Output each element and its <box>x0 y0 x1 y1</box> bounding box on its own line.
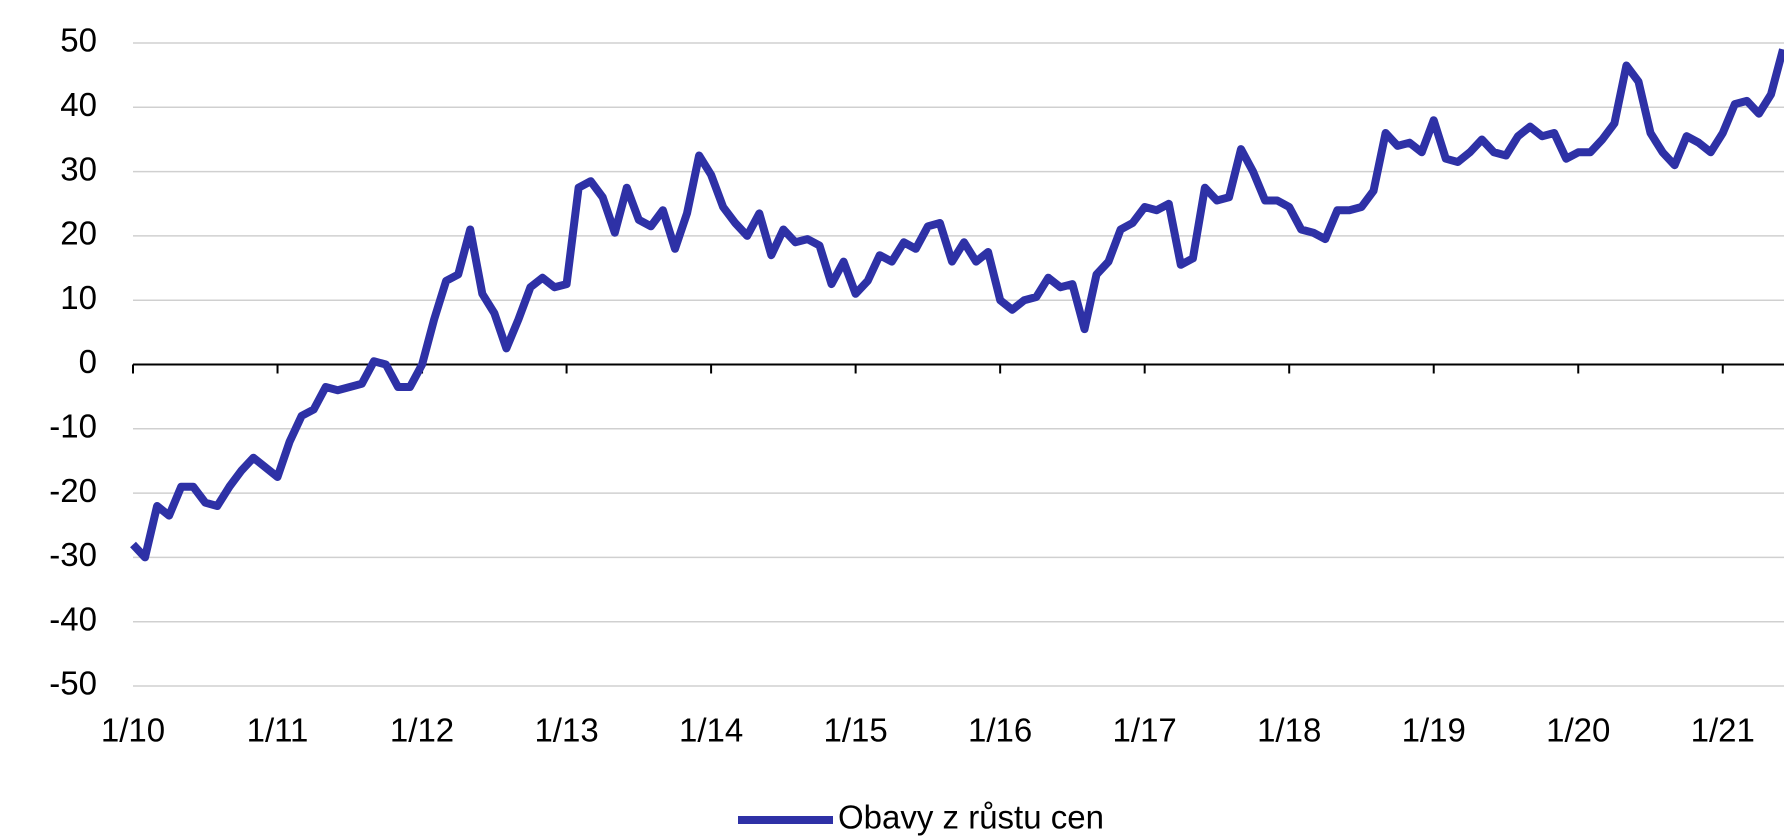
x-tick-label: 1/16 <box>968 712 1032 749</box>
x-tick-label: 1/19 <box>1402 712 1466 749</box>
x-tick-label: 1/11 <box>247 712 309 749</box>
y-tick-label: 0 <box>79 343 97 380</box>
y-tick-label: 20 <box>60 215 97 252</box>
x-tick-label: 1/14 <box>679 712 743 749</box>
x-tick-label: 1/10 <box>101 712 165 749</box>
y-tick-label: -20 <box>49 472 97 509</box>
y-tick-label: 10 <box>60 279 97 316</box>
y-tick-label: -50 <box>49 665 97 702</box>
x-tick-label: 1/17 <box>1113 712 1177 749</box>
y-tick-label: 50 <box>60 22 97 59</box>
y-tick-label: 30 <box>60 150 97 187</box>
y-tick-label: -10 <box>49 408 97 445</box>
y-tick-label: -30 <box>49 536 97 573</box>
legend-label: Obavy z růstu cen <box>838 799 1104 836</box>
y-tick-label: 40 <box>60 86 97 123</box>
x-tick-label: 1/18 <box>1257 712 1321 749</box>
x-tick-label: 1/20 <box>1546 712 1610 749</box>
x-tick-label: 1/13 <box>534 712 598 749</box>
line-series <box>130 48 1784 562</box>
x-tick-label: 1/12 <box>390 712 454 749</box>
x-tick-label: 1/15 <box>824 712 888 749</box>
y-tick-label: -40 <box>49 600 97 637</box>
x-tick-label: 1/21 <box>1691 712 1755 749</box>
